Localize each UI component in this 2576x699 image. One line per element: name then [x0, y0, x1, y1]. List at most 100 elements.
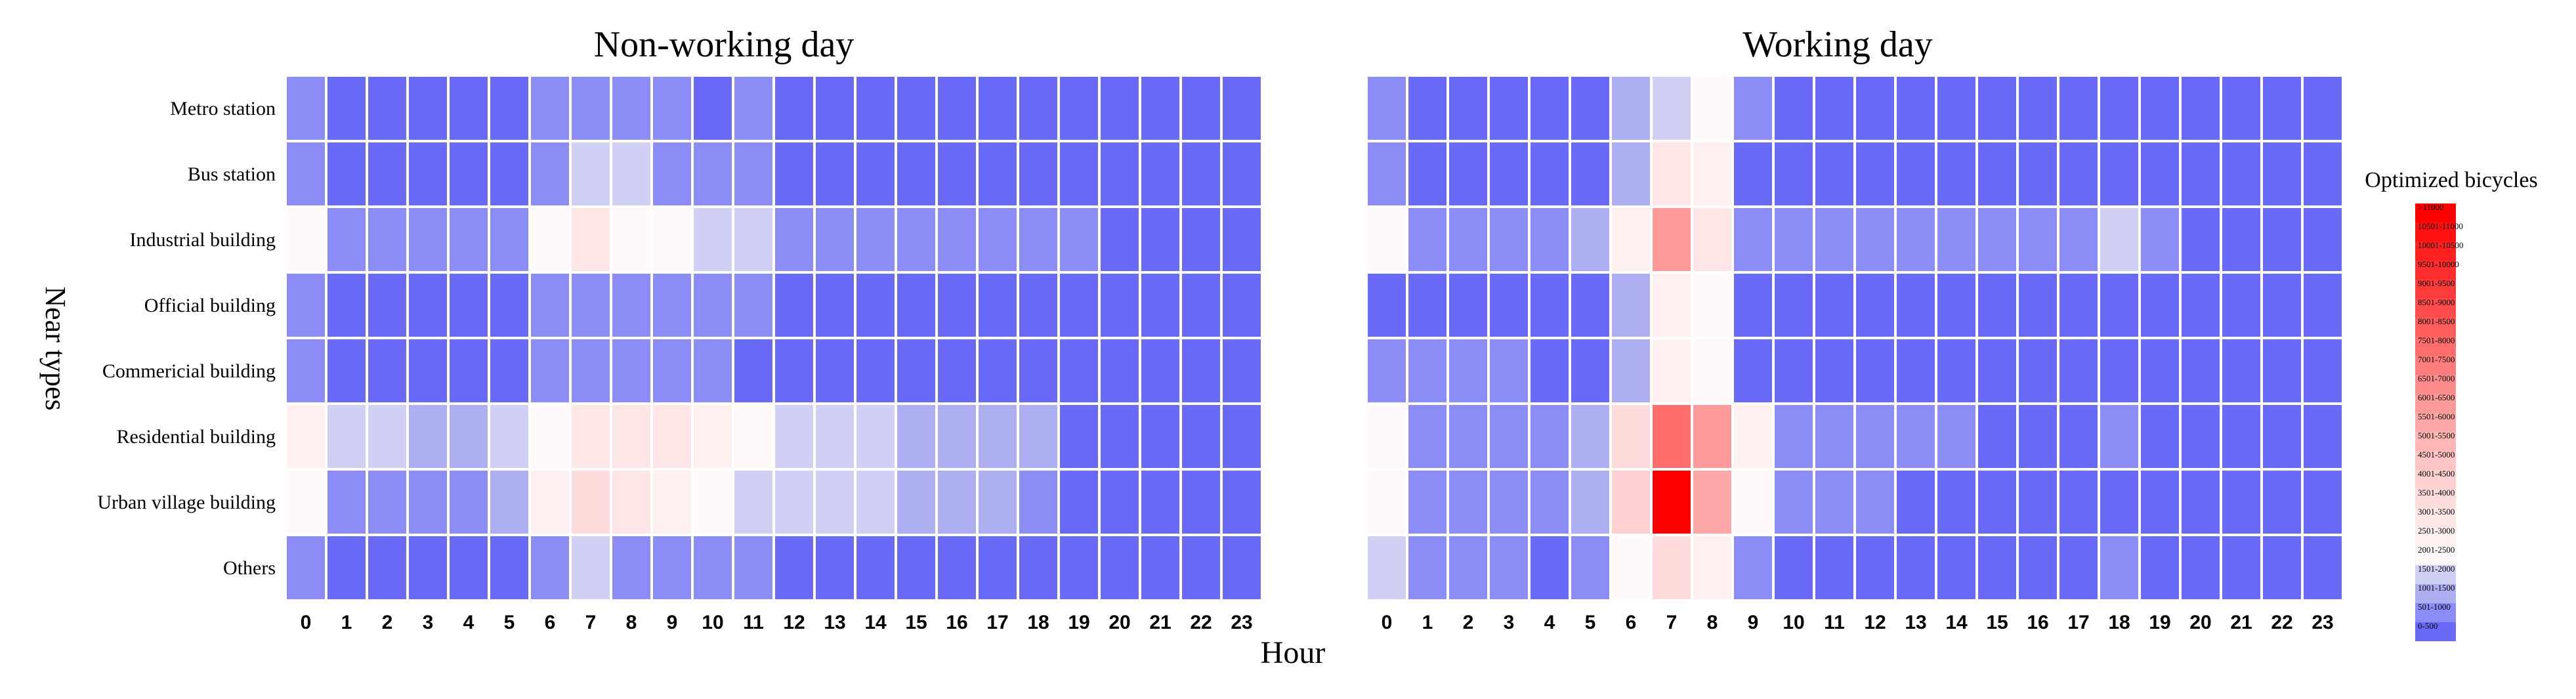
heatmap-cell	[1653, 339, 1691, 402]
heatmap-cell	[1897, 142, 1935, 205]
heatmap-cell	[1449, 536, 1487, 599]
hour-tick-label: 15	[905, 612, 927, 633]
hour-tick-label: 0	[301, 612, 312, 633]
heatmap-cell	[1571, 471, 1609, 534]
heatmap-cell	[1368, 77, 1406, 140]
heatmap-cell	[816, 274, 854, 337]
heatmap-cell	[2304, 77, 2342, 140]
heatmap-cell	[1368, 274, 1406, 337]
heatmap-cell	[612, 405, 650, 468]
heatmap-cell	[1490, 208, 1528, 271]
heatmap-cell	[287, 77, 325, 140]
heatmap-cell	[694, 77, 732, 140]
heatmap-cell	[2059, 142, 2098, 205]
hour-tick-label: 10	[1783, 612, 1804, 633]
non-working-day-title: Non-working day	[594, 24, 855, 65]
heatmap-cell	[1141, 208, 1179, 271]
heatmap-cell	[1182, 471, 1220, 534]
heatmap-cell	[816, 77, 854, 140]
heatmap-cell	[409, 77, 447, 140]
hour-tick-label: 4	[1544, 612, 1555, 633]
heatmap-cell	[409, 536, 447, 599]
legend-swatch	[2415, 584, 2456, 603]
hour-tick-label: 22	[2271, 612, 2292, 633]
legend-swatch	[2415, 489, 2456, 508]
heatmap-cell	[612, 536, 650, 599]
heatmap-cell	[2141, 77, 2179, 140]
heatmap-cell	[2222, 274, 2260, 337]
row-label-6: Urban village building	[97, 492, 276, 513]
heatmap-cell	[1223, 274, 1261, 337]
hour-tick-label: 19	[1068, 612, 1089, 633]
heatmap-cell	[1182, 339, 1220, 402]
heatmap-cell	[2100, 405, 2138, 468]
y-axis-label: Near types	[39, 286, 72, 410]
legend-bin-label: 1001-1500	[2418, 583, 2455, 593]
heatmap-cell	[1775, 536, 1813, 599]
heatmap-cell	[2019, 142, 2057, 205]
heatmap-cell	[775, 471, 813, 534]
legend-bin-label: 10501-11000	[2418, 221, 2463, 231]
heatmap-cell	[653, 471, 691, 534]
heatmap-cell	[1019, 77, 1057, 140]
heatmap-cell	[938, 339, 976, 402]
hour-tick-label: 6	[1626, 612, 1637, 633]
hour-tick-label: 12	[783, 612, 805, 633]
heatmap-cell	[1101, 405, 1139, 468]
heatmap-cell	[327, 405, 366, 468]
heatmap-cell	[1571, 274, 1609, 337]
heatmap-cell	[1775, 77, 1813, 140]
heatmap-cell	[1815, 77, 1853, 140]
heatmap-cell	[897, 339, 935, 402]
heatmap-cell	[1141, 77, 1179, 140]
heatmap-cell	[327, 536, 366, 599]
heatmap-cell	[1531, 77, 1569, 140]
heatmap-cell	[1815, 208, 1853, 271]
heatmap-cell	[979, 471, 1017, 534]
heatmap-cell	[409, 339, 447, 402]
heatmap-cell	[2100, 142, 2138, 205]
legend-swatch	[2415, 413, 2456, 432]
row-label-4: Commericial building	[102, 360, 276, 382]
legend-bin-label: 0-500	[2418, 621, 2438, 631]
heatmap-cell	[2059, 77, 2098, 140]
heatmap-cell	[2019, 536, 2057, 599]
heatmap-cell	[1490, 142, 1528, 205]
legend-swatch	[2415, 222, 2456, 242]
heatmap-cell	[1141, 405, 1179, 468]
heatmap-cell	[775, 405, 813, 468]
hour-tick-label: 5	[504, 612, 515, 633]
heatmap-cell	[1693, 274, 1731, 337]
heatmap-cell	[1693, 405, 1731, 468]
heatmap-cell	[1815, 405, 1853, 468]
heatmap-cell	[572, 339, 610, 402]
heatmap-cell	[2059, 471, 2098, 534]
legend-bin-label: 501-1000	[2418, 602, 2451, 612]
heatmap-cell	[816, 208, 854, 271]
legend-bin-label: 1501-2000	[2418, 564, 2455, 574]
heatmap-cell	[1223, 405, 1261, 468]
heatmap-cell	[1978, 339, 2016, 402]
heatmap-cell	[2182, 142, 2220, 205]
hour-tick-label: 7	[1666, 612, 1678, 633]
heatmap-cell	[816, 405, 854, 468]
hour-tick-label: 18	[1027, 612, 1049, 633]
heatmap-cell	[2222, 471, 2260, 534]
heatmap-cell	[1101, 274, 1139, 337]
heatmap-cell	[2182, 77, 2220, 140]
legend-swatch	[2415, 375, 2456, 394]
heatmap-cell	[1408, 471, 1446, 534]
heatmap-cell	[1060, 208, 1098, 271]
heatmap-cell	[1141, 471, 1179, 534]
heatmap-cell	[653, 274, 691, 337]
heatmap-cell	[1019, 208, 1057, 271]
heatmap-cell	[2059, 339, 2098, 402]
heatmap-cell	[734, 274, 772, 337]
heatmap-cell	[1223, 142, 1261, 205]
heatmap-cell	[1101, 208, 1139, 271]
heatmap-cell	[2263, 208, 2301, 271]
heatmap-cell	[1978, 77, 2016, 140]
heatmap-cell	[572, 208, 610, 271]
heatmap-cell	[1815, 536, 1853, 599]
